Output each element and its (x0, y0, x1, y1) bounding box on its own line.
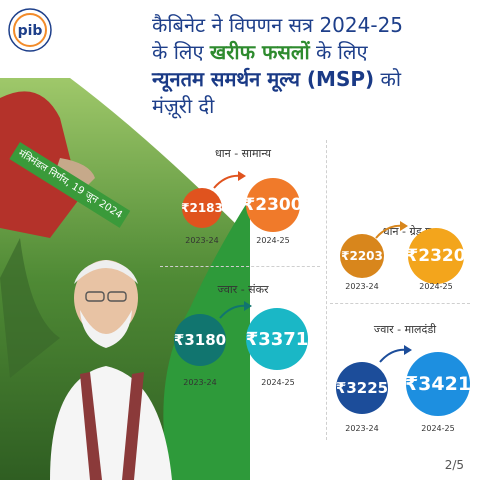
new-msp-bubble: ₹2300 (243, 178, 303, 232)
old-year-label: 2023-24 (183, 378, 217, 387)
title-line-1: कैबिनेट ने विपणन सत्र 2024-25 (152, 13, 404, 37)
crop-card-jowar-maldandi: ज्वार - मालदंडी ₹3225 ₹3421 2023-24 2024… (330, 322, 480, 452)
new-year-label: 2024-25 (419, 282, 453, 291)
increase-arrow-icon (219, 301, 252, 319)
title-line-3b: को (374, 67, 402, 91)
title-line-2a: के लिए (152, 40, 210, 64)
page-number: 2/5 (444, 458, 464, 472)
new-msp-bubble: ₹3371 (246, 308, 308, 370)
new-year-label: 2024-25 (256, 236, 290, 245)
increase-arrow-icon (213, 171, 246, 189)
old-msp-bubble: ₹3225 (336, 362, 388, 414)
divider-horizontal-left (160, 266, 320, 267)
crop-name: ज्वार - संकर (217, 283, 269, 296)
old-year-label: 2023-24 (345, 424, 379, 433)
pib-logo: pib (8, 8, 52, 52)
title-line-2c: के लिए (309, 40, 368, 64)
title-highlight-msp: न्यूनतम समर्थन मूल्य (MSP) (152, 67, 375, 91)
new-msp-bubble: ₹2320 (406, 228, 466, 284)
title-line-4: मंज़ूरी दी (152, 94, 215, 118)
title-highlight-crops: खरीफ फसलों (209, 40, 310, 64)
person-illustration (50, 250, 180, 480)
crop-name: धान - सामान्य (214, 147, 272, 160)
old-year-label: 2023-24 (345, 282, 379, 291)
old-year-label: 2023-24 (185, 236, 219, 245)
pib-logo-text: pib (18, 23, 43, 39)
new-msp-bubble: ₹3421 (405, 352, 471, 416)
old-msp-bubble: ₹2203 (340, 234, 384, 278)
divider-vertical (326, 140, 327, 440)
crop-card-paddy-common: धान - सामान्य ₹2183 ₹2300 2023-24 2024-2… (168, 146, 318, 276)
page-title: कैबिनेट ने विपणन सत्र 2024-25 के लिए खरी… (152, 12, 474, 120)
old-msp-bubble: ₹3180 (174, 314, 226, 366)
increase-arrow-icon (375, 221, 408, 239)
crop-card-jowar-hybrid: ज्वार - संकर ₹3180 ₹3371 2023-24 2024-25 (168, 282, 318, 412)
divider-horizontal-right (330, 303, 470, 304)
new-year-label: 2024-25 (421, 424, 455, 433)
crop-name: ज्वार - मालदंडी (373, 323, 437, 336)
new-year-label: 2024-25 (261, 378, 295, 387)
increase-arrow-icon (379, 345, 412, 363)
old-msp-bubble: ₹2183 (181, 188, 223, 228)
crop-card-paddy-grade-a: धान - ग्रेड ए ₹2203 ₹2320 2023-24 2024-2… (332, 196, 480, 326)
